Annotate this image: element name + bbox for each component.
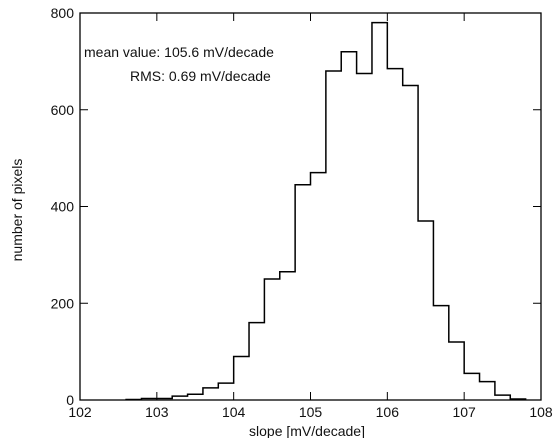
x-tick-label: 107 (452, 404, 476, 420)
annotation-mean: mean value: 105.6 mV/decade (84, 44, 274, 60)
x-tick-label: 108 (529, 404, 553, 420)
x-tick-label: 106 (376, 404, 400, 420)
y-axis-label: number of pixels (9, 159, 25, 262)
histogram-outline (125, 21, 527, 401)
x-tick-label: 102 (68, 404, 92, 420)
y-tick-label: 200 (51, 295, 75, 311)
x-tick-label: 105 (299, 404, 323, 420)
x-tick-label: 104 (222, 404, 246, 420)
y-axis-ticks: 0 200 400 600 800 (51, 5, 541, 408)
y-tick-label: 400 (51, 199, 75, 215)
y-tick-label: 0 (66, 392, 74, 408)
y-tick-label: 800 (51, 5, 75, 21)
annotation-rms: RMS: 0.69 mV/decade (130, 68, 271, 84)
y-tick-label: 600 (51, 102, 75, 118)
x-tick-label: 103 (145, 404, 169, 420)
x-axis-label: slope [mV/decade] (249, 423, 365, 438)
